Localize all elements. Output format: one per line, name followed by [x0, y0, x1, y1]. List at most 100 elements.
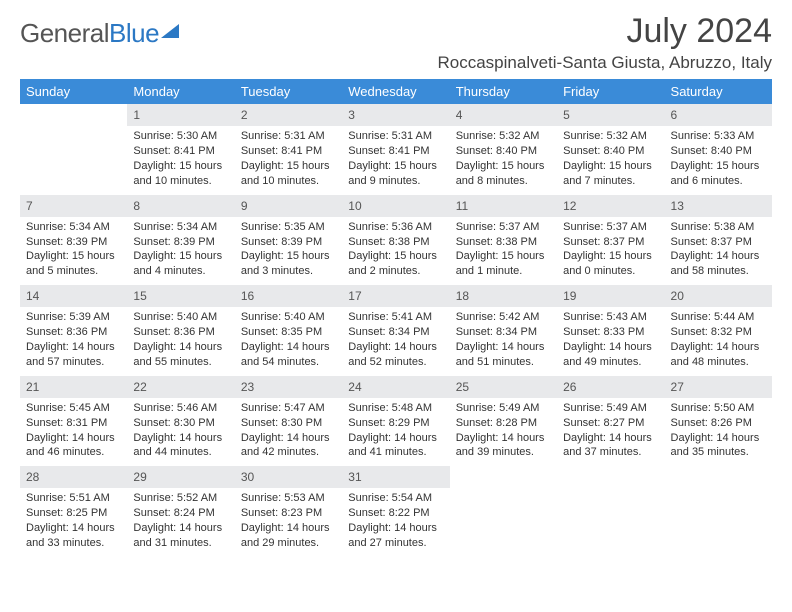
sunset-text: Sunset: 8:38 PM [348, 235, 443, 250]
sunrise-text: Sunrise: 5:33 AM [671, 129, 766, 144]
calendar-week: 7Sunrise: 5:34 AMSunset: 8:39 PMDaylight… [20, 195, 772, 286]
daylight-text: Daylight: 15 hours and 10 minutes. [133, 159, 228, 189]
calendar-week: 1Sunrise: 5:30 AMSunset: 8:41 PMDaylight… [20, 104, 772, 195]
day-body: Sunrise: 5:44 AMSunset: 8:32 PMDaylight:… [665, 307, 772, 375]
daylight-text: Daylight: 14 hours and 55 minutes. [133, 340, 228, 370]
day-number: 15 [127, 285, 234, 307]
sunrise-text: Sunrise: 5:53 AM [241, 491, 336, 506]
sunset-text: Sunset: 8:31 PM [26, 416, 121, 431]
daylight-text: Daylight: 14 hours and 31 minutes. [133, 521, 228, 551]
daylight-text: Daylight: 14 hours and 51 minutes. [456, 340, 551, 370]
daylight-text: Daylight: 14 hours and 39 minutes. [456, 431, 551, 461]
calendar-week: 21Sunrise: 5:45 AMSunset: 8:31 PMDayligh… [20, 376, 772, 467]
page-header: GeneralBlue July 2024 Roccaspinalveti-Sa… [20, 12, 772, 73]
sunrise-text: Sunrise: 5:34 AM [133, 220, 228, 235]
day-body: Sunrise: 5:37 AMSunset: 8:38 PMDaylight:… [450, 217, 557, 285]
sunrise-text: Sunrise: 5:30 AM [133, 129, 228, 144]
day-number: 26 [557, 376, 664, 398]
calendar-cell: 21Sunrise: 5:45 AMSunset: 8:31 PMDayligh… [20, 376, 127, 467]
sunrise-text: Sunrise: 5:45 AM [26, 401, 121, 416]
calendar-cell: 31Sunrise: 5:54 AMSunset: 8:22 PMDayligh… [342, 466, 449, 557]
calendar-cell: 29Sunrise: 5:52 AMSunset: 8:24 PMDayligh… [127, 466, 234, 557]
day-number: 17 [342, 285, 449, 307]
day-body: Sunrise: 5:38 AMSunset: 8:37 PMDaylight:… [665, 217, 772, 285]
sunset-text: Sunset: 8:29 PM [348, 416, 443, 431]
sunset-text: Sunset: 8:34 PM [348, 325, 443, 340]
day-body: Sunrise: 5:39 AMSunset: 8:36 PMDaylight:… [20, 307, 127, 375]
calendar-cell: 10Sunrise: 5:36 AMSunset: 8:38 PMDayligh… [342, 195, 449, 286]
sunset-text: Sunset: 8:33 PM [563, 325, 658, 340]
calendar-cell: 20Sunrise: 5:44 AMSunset: 8:32 PMDayligh… [665, 285, 772, 376]
day-body: Sunrise: 5:35 AMSunset: 8:39 PMDaylight:… [235, 217, 342, 285]
sunrise-text: Sunrise: 5:49 AM [563, 401, 658, 416]
calendar-cell: 25Sunrise: 5:49 AMSunset: 8:28 PMDayligh… [450, 376, 557, 467]
day-number: 23 [235, 376, 342, 398]
day-body: Sunrise: 5:49 AMSunset: 8:28 PMDaylight:… [450, 398, 557, 466]
daylight-text: Daylight: 15 hours and 5 minutes. [26, 249, 121, 279]
calendar-cell: 18Sunrise: 5:42 AMSunset: 8:34 PMDayligh… [450, 285, 557, 376]
sunset-text: Sunset: 8:36 PM [133, 325, 228, 340]
daylight-text: Daylight: 14 hours and 35 minutes. [671, 431, 766, 461]
day-body: Sunrise: 5:50 AMSunset: 8:26 PMDaylight:… [665, 398, 772, 466]
daylight-text: Daylight: 15 hours and 4 minutes. [133, 249, 228, 279]
weekday-header: Monday [127, 79, 234, 104]
sunrise-text: Sunrise: 5:32 AM [563, 129, 658, 144]
daylight-text: Daylight: 14 hours and 44 minutes. [133, 431, 228, 461]
sunrise-text: Sunrise: 5:51 AM [26, 491, 121, 506]
calendar-cell: 22Sunrise: 5:46 AMSunset: 8:30 PMDayligh… [127, 376, 234, 467]
weekday-header: Wednesday [342, 79, 449, 104]
day-body: Sunrise: 5:34 AMSunset: 8:39 PMDaylight:… [127, 217, 234, 285]
brand-part1: General [20, 18, 109, 49]
day-number: 27 [665, 376, 772, 398]
sunrise-text: Sunrise: 5:37 AM [563, 220, 658, 235]
day-body: Sunrise: 5:45 AMSunset: 8:31 PMDaylight:… [20, 398, 127, 466]
daylight-text: Daylight: 15 hours and 10 minutes. [241, 159, 336, 189]
sunset-text: Sunset: 8:39 PM [26, 235, 121, 250]
sunset-text: Sunset: 8:40 PM [563, 144, 658, 159]
sunset-text: Sunset: 8:38 PM [456, 235, 551, 250]
weekday-header: Saturday [665, 79, 772, 104]
day-number: 21 [20, 376, 127, 398]
weekday-header: Thursday [450, 79, 557, 104]
sunrise-text: Sunrise: 5:52 AM [133, 491, 228, 506]
calendar-cell: 15 Sunrise: 5:40 AMSunset: 8:36 PMDayligh… [127, 285, 234, 376]
sunset-text: Sunset: 8:25 PM [26, 506, 121, 521]
calendar-cell: 19Sunrise: 5:43 AMSunset: 8:33 PMDayligh… [557, 285, 664, 376]
calendar-cell [665, 466, 772, 557]
sunset-text: Sunset: 8:22 PM [348, 506, 443, 521]
sunrise-text: Sunrise: 5:38 AM [671, 220, 766, 235]
sunset-text: Sunset: 8:24 PM [133, 506, 228, 521]
calendar-cell: 3Sunrise: 5:31 AMSunset: 8:41 PMDaylight… [342, 104, 449, 195]
day-body: Sunrise: 5:34 AMSunset: 8:39 PMDaylight:… [20, 217, 127, 285]
daylight-text: Daylight: 15 hours and 8 minutes. [456, 159, 551, 189]
sunrise-text: Sunrise: 5:40 AM [133, 310, 228, 325]
day-number: 12 [557, 195, 664, 217]
sunrise-text: Sunrise: 5:48 AM [348, 401, 443, 416]
daylight-text: Daylight: 14 hours and 54 minutes. [241, 340, 336, 370]
day-number: 9 [235, 195, 342, 217]
title-block: July 2024 Roccaspinalveti-Santa Giusta, … [438, 12, 773, 73]
calendar-week: 28Sunrise: 5:51 AMSunset: 8:25 PMDayligh… [20, 466, 772, 557]
day-body: Sunrise: 5:32 AMSunset: 8:40 PMDaylight:… [557, 126, 664, 194]
day-number: 19 [557, 285, 664, 307]
location-text: Roccaspinalveti-Santa Giusta, Abruzzo, I… [438, 53, 773, 73]
day-body: Sunrise: 5:46 AMSunset: 8:30 PMDaylight:… [127, 398, 234, 466]
sunrise-text: Sunrise: 5:47 AM [241, 401, 336, 416]
daylight-text: Daylight: 15 hours and 6 minutes. [671, 159, 766, 189]
day-number: 4 [450, 104, 557, 126]
sunset-text: Sunset: 8:35 PM [241, 325, 336, 340]
month-title: July 2024 [438, 12, 773, 51]
sunset-text: Sunset: 8:28 PM [456, 416, 551, 431]
sunset-text: Sunset: 8:37 PM [671, 235, 766, 250]
calendar-cell: 12Sunrise: 5:37 AMSunset: 8:37 PMDayligh… [557, 195, 664, 286]
day-body: Sunrise: 5:49 AMSunset: 8:27 PMDaylight:… [557, 398, 664, 466]
daylight-text: Daylight: 14 hours and 37 minutes. [563, 431, 658, 461]
day-body: Sunrise: 5:41 AMSunset: 8:34 PMDaylight:… [342, 307, 449, 375]
sunrise-text: Sunrise: 5:40 AM [241, 310, 336, 325]
daylight-text: Daylight: 15 hours and 1 minute. [456, 249, 551, 279]
calendar-cell: 8Sunrise: 5:34 AMSunset: 8:39 PMDaylight… [127, 195, 234, 286]
sunrise-text: Sunrise: 5:35 AM [241, 220, 336, 235]
sunset-text: Sunset: 8:23 PM [241, 506, 336, 521]
sunset-text: Sunset: 8:39 PM [133, 235, 228, 250]
sunrise-text: Sunrise: 5:31 AM [241, 129, 336, 144]
